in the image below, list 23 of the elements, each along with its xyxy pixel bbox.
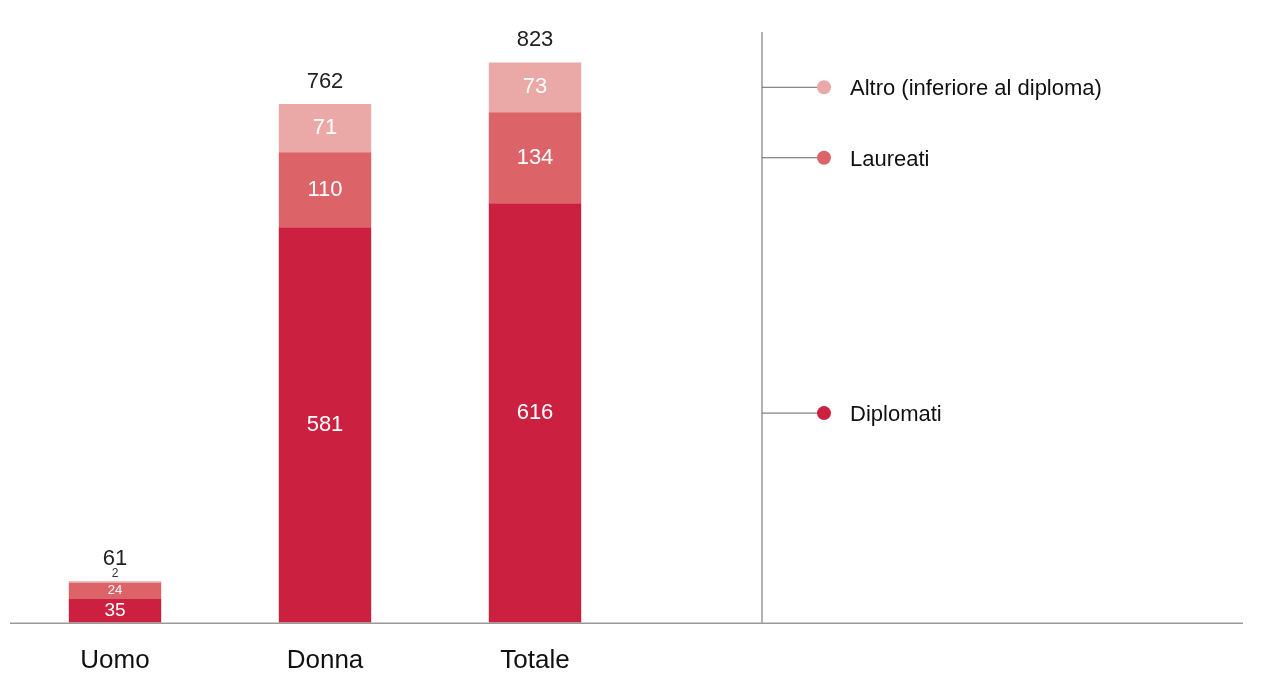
x-tick-label: Uomo xyxy=(80,643,150,674)
data-label: 616 xyxy=(516,399,554,425)
legend-label: Diplomati xyxy=(850,401,942,427)
x-tick-label: Totale xyxy=(500,643,570,674)
bar xyxy=(278,103,372,153)
x-tick-label: Donna xyxy=(286,643,364,674)
bar xyxy=(278,152,372,228)
total-label: 762 xyxy=(306,68,344,94)
data-label: 134 xyxy=(516,143,554,169)
data-label: 71 xyxy=(312,114,338,140)
data-label: 73 xyxy=(522,73,548,99)
bar xyxy=(488,112,582,204)
bar xyxy=(278,227,372,623)
total-label: 823 xyxy=(516,26,554,52)
data-label: 24 xyxy=(107,582,123,598)
legend-label: Laureati xyxy=(850,145,930,171)
bar xyxy=(488,203,582,623)
legend-label: Altro (inferiore al diploma) xyxy=(850,75,1102,101)
data-label: 110 xyxy=(307,175,343,201)
data-label: 581 xyxy=(306,411,344,437)
data-label: 35 xyxy=(104,599,126,621)
bar xyxy=(488,62,582,113)
bar xyxy=(68,582,162,599)
